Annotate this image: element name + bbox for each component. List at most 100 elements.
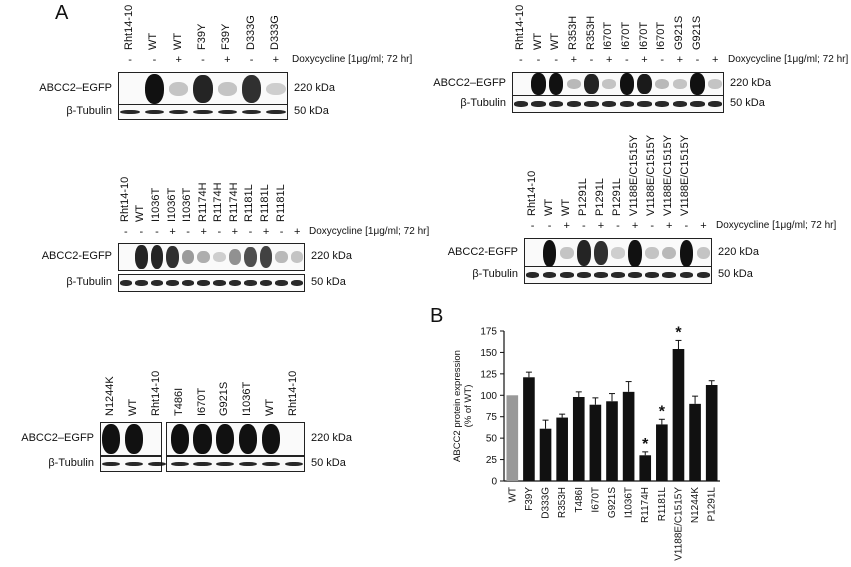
- dox-sign: -: [684, 220, 689, 232]
- tubulin-strip: [118, 274, 305, 292]
- x-tick-label: I1036T: [624, 487, 635, 518]
- dox-sign: -: [155, 226, 159, 238]
- dox-sign: +: [605, 54, 613, 66]
- lane-label: I1036T: [149, 187, 162, 222]
- abcc2-band: [244, 246, 257, 268]
- bar: [639, 455, 652, 481]
- tubulin-band: [181, 280, 195, 286]
- tubulin-band: [216, 461, 235, 467]
- lane-label: F39Y: [196, 23, 208, 50]
- y-axis-label: ABCC2 protein expression: [452, 350, 463, 462]
- bar: [589, 404, 602, 481]
- tubulin-band: [637, 101, 652, 107]
- dox-sign: -: [249, 54, 254, 66]
- abcc2-band: [169, 82, 189, 96]
- tubulin-band: [120, 109, 140, 115]
- abcc2-band: [135, 245, 148, 269]
- abcc2-band: [637, 73, 652, 95]
- tubulin-band: [238, 461, 258, 467]
- dox-sign: +: [666, 220, 673, 232]
- abcc2-band: [290, 251, 304, 263]
- x-tick-label: F39Y: [524, 487, 535, 511]
- y-tick-label: 125: [480, 369, 497, 380]
- size-50-label: 50 kDa: [730, 97, 765, 109]
- size-220-label: 220 kDa: [311, 432, 352, 444]
- dox-sign: -: [554, 54, 558, 66]
- tubulin-band: [217, 109, 237, 115]
- tubulin-band: [135, 280, 148, 286]
- abcc2-strip: [166, 422, 305, 456]
- tubulin-band: [566, 101, 581, 107]
- abcc2-band: [125, 423, 144, 455]
- tubulin-band: [662, 272, 677, 278]
- abcc2-band: [542, 239, 557, 267]
- tubulin-band: [542, 272, 557, 278]
- lane-label: I670T: [602, 21, 615, 50]
- tubulin-band: [584, 101, 599, 107]
- tubulin-label: β-Tubulin: [48, 457, 94, 469]
- dox-sign: +: [293, 226, 301, 238]
- abcc2-band: [261, 423, 280, 455]
- dox-sign: -: [186, 226, 190, 238]
- tubulin-label: β-Tubulin: [66, 105, 112, 117]
- tubulin-band: [259, 280, 273, 286]
- dox-sign: -: [152, 54, 157, 66]
- tubulin-band: [602, 101, 617, 107]
- dox-sign: +: [272, 54, 280, 66]
- tubulin-band: [147, 461, 167, 467]
- y-tick-label: 150: [480, 348, 497, 359]
- size-220-label: 220 kDa: [294, 82, 335, 94]
- x-tick-label: R353H: [557, 487, 568, 518]
- lane-label: V1188E/C1515Y: [645, 134, 658, 216]
- dox-sign: -: [518, 54, 523, 66]
- bar: [572, 397, 585, 481]
- tubulin-band: [125, 461, 144, 467]
- abcc2-band: [708, 79, 723, 89]
- lane-label: R353H: [584, 15, 597, 50]
- tubulin-band: [241, 109, 262, 115]
- abcc2-band: [217, 82, 237, 96]
- dox-sign: +: [631, 220, 639, 232]
- bar: [539, 428, 552, 481]
- dox-sign: +: [597, 220, 605, 232]
- lane-label: G921S: [218, 381, 231, 416]
- abcc2-band: [576, 240, 591, 266]
- tubulin-band: [619, 101, 634, 107]
- lane-label: I670T: [655, 21, 668, 50]
- doxycycline-label: Doxycycline [1μg/ml; 72 hr]: [309, 226, 430, 237]
- dox-sign: +: [563, 220, 570, 232]
- dox-sign: -: [248, 226, 253, 238]
- abcc2-band: [102, 423, 121, 455]
- abcc2-band: [193, 74, 213, 104]
- tubulin-band: [166, 280, 179, 286]
- bar: [622, 391, 635, 481]
- abcc2-egfp-label: ABCC2-EGFP: [41, 250, 112, 262]
- tubulin-band: [655, 101, 670, 107]
- lane-label: I1036T: [165, 187, 178, 222]
- lane-label: R1174H: [212, 182, 225, 222]
- tubulin-band: [244, 280, 257, 286]
- lane-label: P1291L: [576, 178, 589, 216]
- tubulin-band: [525, 272, 540, 278]
- tubulin-band: [696, 272, 711, 278]
- abcc2-band: [181, 249, 195, 265]
- lane-label: WT: [127, 398, 140, 416]
- y-tick-label: 75: [486, 412, 498, 423]
- abcc2-band: [645, 246, 660, 260]
- dox-sign: -: [201, 54, 205, 66]
- size-50-label: 50 kDa: [311, 457, 346, 469]
- dox-sign: +: [570, 54, 578, 66]
- abcc2-band: [193, 423, 212, 455]
- doxycycline-label: Doxycycline [1μg/ml; 72 hr]: [292, 54, 413, 65]
- size-220-label: 220 kDa: [718, 246, 759, 258]
- abcc2-egfp-label: ABCC2-EGFP: [447, 246, 518, 258]
- x-tick-label: WT: [507, 487, 518, 503]
- bar: [672, 349, 685, 481]
- lane-label: Rht14-10: [513, 4, 526, 50]
- y-tick-label: 50: [486, 434, 498, 445]
- significance-star: *: [675, 324, 682, 341]
- lane-label: V1188E/C1515Y: [662, 134, 675, 216]
- tubulin-band: [708, 101, 723, 107]
- tubulin-label: β-Tubulin: [66, 276, 112, 288]
- abcc2-band: [690, 73, 705, 95]
